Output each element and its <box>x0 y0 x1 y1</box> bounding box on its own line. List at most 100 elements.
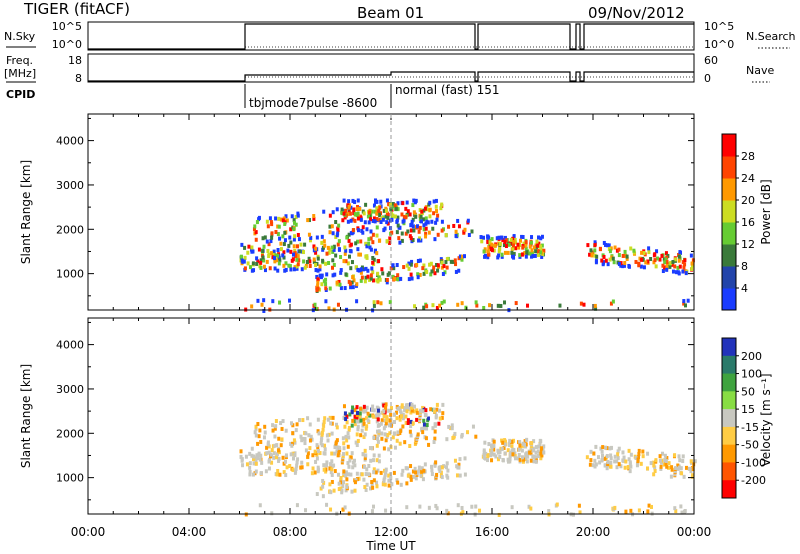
vel-scatter-cell <box>676 466 680 471</box>
cpid-segment-1: tbjmode7pulse -8600 <box>249 96 377 110</box>
power-scatter-cell <box>683 262 687 267</box>
power-scatter-cell <box>661 263 665 268</box>
velocity-ylabel: Slant Range [km] <box>19 364 33 468</box>
power-scatter-cell <box>540 248 544 253</box>
vel-scatter-cell <box>380 418 384 423</box>
power-scatter-cell <box>442 264 446 269</box>
power-scatter-cell <box>277 216 281 221</box>
vel-scatter-cell <box>420 469 424 474</box>
power-scatter-cell <box>496 255 500 260</box>
vel-scatter-cell <box>333 443 337 448</box>
vel-scatter-cell <box>359 418 363 423</box>
power-scatter-cell <box>691 258 695 263</box>
power-scatter-cell <box>425 269 429 274</box>
power-scatter-cell <box>347 232 351 237</box>
vel-scatter-cell <box>382 409 386 414</box>
power-scatter-cell <box>454 269 458 274</box>
vel-scatter-cell <box>255 453 259 458</box>
power-scatter-cell <box>427 230 431 235</box>
vel-scatter-cell <box>321 478 325 483</box>
vel-scatter-cell <box>386 433 390 438</box>
power-scatter-cell <box>281 253 285 258</box>
vel-scatter-cell <box>677 454 681 459</box>
power-scatter-cell <box>416 224 420 229</box>
vel-scatter-cell <box>316 465 320 470</box>
vel-scatter-cell <box>603 456 607 461</box>
vel-scatter-cell <box>384 508 388 513</box>
vel-scatter-cell <box>333 469 337 474</box>
power-scatter-cell <box>498 241 502 246</box>
vel-scatter-cell <box>412 409 416 414</box>
vel-scatter-cell <box>398 406 402 411</box>
power-scatter-cell <box>398 240 402 245</box>
vel-scatter-cell <box>310 471 314 476</box>
vel-scatter-cell <box>460 434 464 439</box>
power-scatter-cell <box>607 246 611 251</box>
vel-scatter-cell <box>537 444 541 449</box>
vel-scatter-cell <box>376 468 380 473</box>
power-scatter-cell <box>500 254 504 259</box>
power-scatter-cell <box>454 262 458 267</box>
power-scatter-cell <box>662 257 666 262</box>
power-scatter-cell <box>377 211 381 216</box>
vel-scatter-cell <box>490 449 494 454</box>
vel-scatter-cell <box>341 436 345 441</box>
vel-scatter-cell <box>341 507 345 512</box>
power-scatter-cell <box>611 256 615 261</box>
vel-scatter-cell <box>338 445 342 450</box>
power-scatter-cell <box>436 232 440 237</box>
power-ylabel: Slant Range [km] <box>19 160 33 264</box>
power-scatter-cell <box>390 217 394 222</box>
power-scatter-cell <box>422 263 426 268</box>
vel-scatter-cell <box>420 426 424 431</box>
power-scatter-cell <box>449 259 453 264</box>
power-scatter-cell <box>367 237 371 242</box>
vel-scatter-cell <box>245 462 249 467</box>
vel-scatter-cell <box>262 435 266 440</box>
vel-scatter-cell <box>342 452 346 457</box>
power-scatter-cell <box>402 215 406 220</box>
vel-scatter-cell <box>411 421 415 426</box>
vel-scatter-cell <box>623 465 627 470</box>
power-scatter-cell <box>390 230 394 235</box>
vel-scatter-cell <box>408 443 412 448</box>
power-scatter-cell <box>293 265 297 270</box>
power-scatter-cell <box>330 245 334 250</box>
vel-scatter-cell <box>377 429 381 434</box>
vel-colorbar-tick-label-4: -15 <box>741 421 759 434</box>
power-scatter-cell <box>411 237 415 242</box>
power-scatter-cell <box>239 254 243 259</box>
vel-scatter-cell <box>295 463 299 468</box>
power-scatter-cell <box>376 300 380 305</box>
vel-scatter-cell <box>304 431 308 436</box>
power-scatter-cell <box>299 242 303 247</box>
vel-scatter-cell <box>435 407 439 412</box>
power-scatter-cell <box>435 262 439 267</box>
vel-scatter-cell <box>350 409 354 414</box>
vel-scatter-cell <box>280 426 284 431</box>
power-scatter-cell <box>352 207 356 212</box>
vel-scatter-cell <box>387 483 391 488</box>
vel-scatter-cell <box>486 454 490 459</box>
vel-scatter-cell <box>291 441 295 446</box>
velocity-data-layer <box>239 402 697 517</box>
power-scatter-cell <box>261 255 265 260</box>
power-scatter-cell <box>259 260 263 265</box>
vel-scatter-cell <box>255 455 259 460</box>
vel-scatter-cell <box>421 477 425 482</box>
vel-scatter-cell <box>601 445 605 450</box>
vel-scatter-cell <box>248 451 252 456</box>
vel-scatter-cell <box>613 505 617 510</box>
vel-scatter-cell <box>326 417 330 422</box>
power-scatter-cell <box>486 249 490 254</box>
power-scatter-cell <box>540 234 544 239</box>
freq-tick-top: 18 <box>68 54 82 67</box>
power-scatter-cell <box>440 300 444 305</box>
vel-scatter-cell <box>240 458 244 463</box>
vel-scatter-cell <box>308 422 312 427</box>
power-scatter-cell <box>375 211 379 216</box>
vel-scatter-cell <box>670 465 674 470</box>
vel-scatter-cell <box>399 482 403 487</box>
vel-scatter-cell <box>498 454 502 459</box>
power-scatter-cell <box>377 275 381 280</box>
